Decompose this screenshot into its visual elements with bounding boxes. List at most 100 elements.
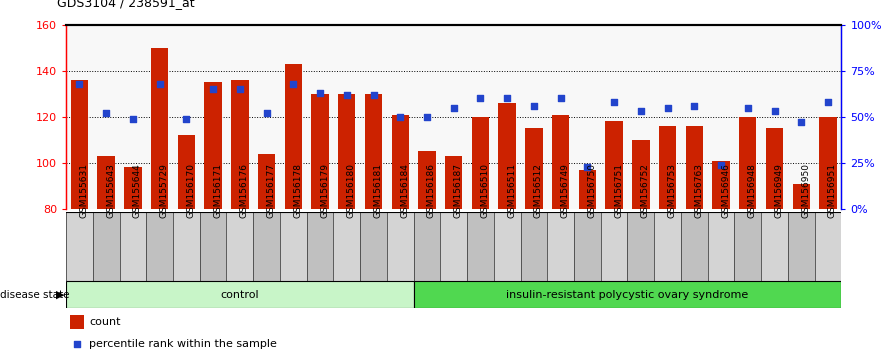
Text: GSM156171: GSM156171 (213, 163, 222, 218)
Text: GSM156179: GSM156179 (320, 163, 329, 218)
Text: GSM155643: GSM155643 (107, 163, 115, 218)
Bar (739, 117, 757, 209)
Text: GSM156181: GSM156181 (374, 163, 382, 218)
Bar (413, 281, 841, 308)
Point (633, 108, 648, 114)
Point (527, 103, 541, 109)
Bar (735, 212, 761, 281)
Text: disease state: disease state (0, 290, 70, 300)
Bar (605, 121, 623, 209)
Point (340, 92, 354, 98)
Bar (494, 212, 521, 281)
Bar (440, 212, 467, 281)
Point (473, 96, 487, 101)
Point (126, 116, 140, 121)
Bar (655, 212, 681, 281)
Text: GSM156751: GSM156751 (614, 163, 623, 218)
Text: GSM155644: GSM155644 (133, 163, 142, 218)
Bar (173, 212, 200, 281)
Text: control: control (220, 290, 259, 300)
Bar (70, 80, 88, 209)
Point (72, 81, 86, 86)
Bar (146, 212, 173, 281)
Point (767, 108, 781, 114)
Text: GSM156186: GSM156186 (427, 163, 436, 218)
Point (70, 341, 84, 347)
Text: GSM156512: GSM156512 (534, 163, 543, 218)
Bar (391, 114, 409, 209)
Bar (124, 167, 142, 209)
Text: GSM156187: GSM156187 (454, 163, 463, 218)
Bar (521, 212, 547, 281)
Bar (70, 315, 84, 329)
Text: GSM156750: GSM156750 (588, 163, 596, 218)
Text: GSM156948: GSM156948 (748, 163, 757, 218)
Bar (467, 212, 494, 281)
Bar (627, 212, 655, 281)
Bar (681, 212, 707, 281)
Text: GSM155729: GSM155729 (159, 163, 168, 218)
Point (206, 86, 220, 92)
Bar (707, 212, 735, 281)
Bar (413, 212, 440, 281)
Bar (253, 212, 280, 281)
Bar (120, 212, 146, 281)
Bar (66, 281, 413, 308)
Point (687, 103, 701, 109)
Point (500, 96, 515, 101)
Text: GSM156176: GSM156176 (240, 163, 248, 218)
Text: GSM156950: GSM156950 (801, 163, 811, 218)
Text: GSM156951: GSM156951 (828, 163, 837, 218)
Text: GSM156510: GSM156510 (480, 163, 490, 218)
Bar (178, 135, 195, 209)
Point (794, 120, 808, 125)
Text: GSM156763: GSM156763 (694, 163, 703, 218)
Text: GSM156753: GSM156753 (668, 163, 677, 218)
Point (180, 116, 194, 121)
Bar (788, 212, 815, 281)
Bar (471, 117, 489, 209)
Bar (307, 212, 333, 281)
Bar (151, 48, 168, 209)
Bar (338, 94, 355, 209)
Text: GSM156170: GSM156170 (187, 163, 196, 218)
Point (821, 99, 835, 105)
Bar (601, 212, 627, 281)
Bar (311, 94, 329, 209)
Point (100, 110, 114, 116)
Text: GSM156180: GSM156180 (347, 163, 356, 218)
Bar (713, 161, 729, 209)
Text: GSM156178: GSM156178 (293, 163, 302, 218)
Bar (285, 64, 302, 209)
Bar (659, 126, 677, 209)
Bar (579, 170, 596, 209)
Bar (66, 212, 93, 281)
Bar (418, 152, 436, 209)
Point (366, 92, 381, 98)
Point (260, 110, 274, 116)
Point (233, 86, 247, 92)
Bar (685, 126, 703, 209)
Bar (258, 154, 275, 209)
Bar (552, 114, 569, 209)
Point (313, 90, 327, 96)
Bar (360, 212, 387, 281)
Bar (633, 140, 649, 209)
Bar (574, 212, 601, 281)
Bar (445, 156, 463, 209)
Text: GSM156184: GSM156184 (400, 163, 410, 218)
Bar (819, 117, 837, 209)
Bar (525, 128, 543, 209)
Text: percentile rank within the sample: percentile rank within the sample (89, 339, 278, 349)
Point (420, 114, 434, 120)
Bar (761, 212, 788, 281)
Bar (204, 82, 222, 209)
Text: GSM156752: GSM156752 (640, 163, 650, 218)
Point (286, 81, 300, 86)
Text: GSM156177: GSM156177 (267, 163, 276, 218)
Point (714, 162, 728, 167)
Bar (815, 212, 841, 281)
Bar (793, 183, 810, 209)
Bar (766, 128, 783, 209)
Bar (98, 156, 115, 209)
